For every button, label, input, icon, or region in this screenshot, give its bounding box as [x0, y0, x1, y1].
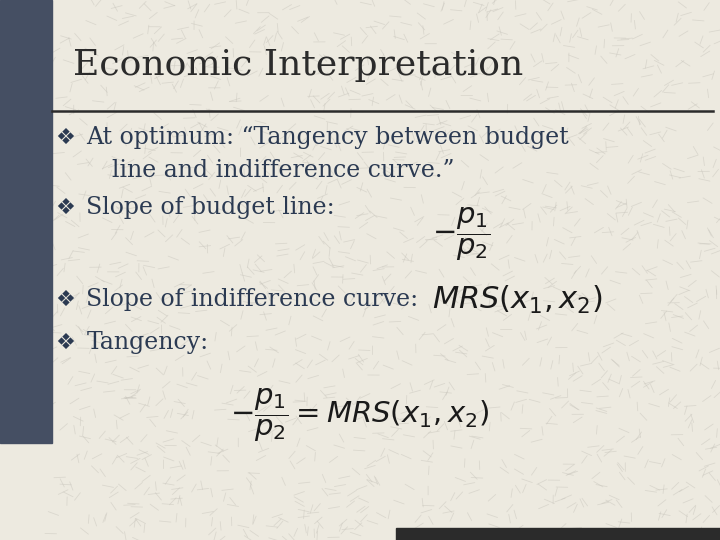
Text: ❖: ❖: [55, 198, 75, 218]
Text: Slope of indifference curve:: Slope of indifference curve:: [86, 288, 418, 311]
Text: ❖: ❖: [55, 333, 75, 353]
Bar: [0, 0, 52, 443]
Text: $-\dfrac{p_1}{p_2} = MRS(x_1, x_2)$: $-\dfrac{p_1}{p_2} = MRS(x_1, x_2)$: [230, 387, 490, 444]
Text: ❖: ❖: [55, 289, 75, 310]
Text: Economic Interpretation: Economic Interpretation: [73, 48, 523, 82]
Text: At optimum: “Tangency between budget: At optimum: “Tangency between budget: [86, 126, 569, 149]
Text: $MRS(x_1, x_2)$: $MRS(x_1, x_2)$: [432, 284, 603, 316]
Text: line and indifference curve.”: line and indifference curve.”: [112, 159, 454, 181]
Text: ❖: ❖: [55, 127, 75, 148]
Text: $-\dfrac{p_1}{p_2}$: $-\dfrac{p_1}{p_2}$: [432, 206, 490, 264]
Bar: [396, 528, 720, 540]
Text: Slope of budget line:: Slope of budget line:: [86, 197, 335, 219]
Text: Tangency:: Tangency:: [86, 332, 209, 354]
